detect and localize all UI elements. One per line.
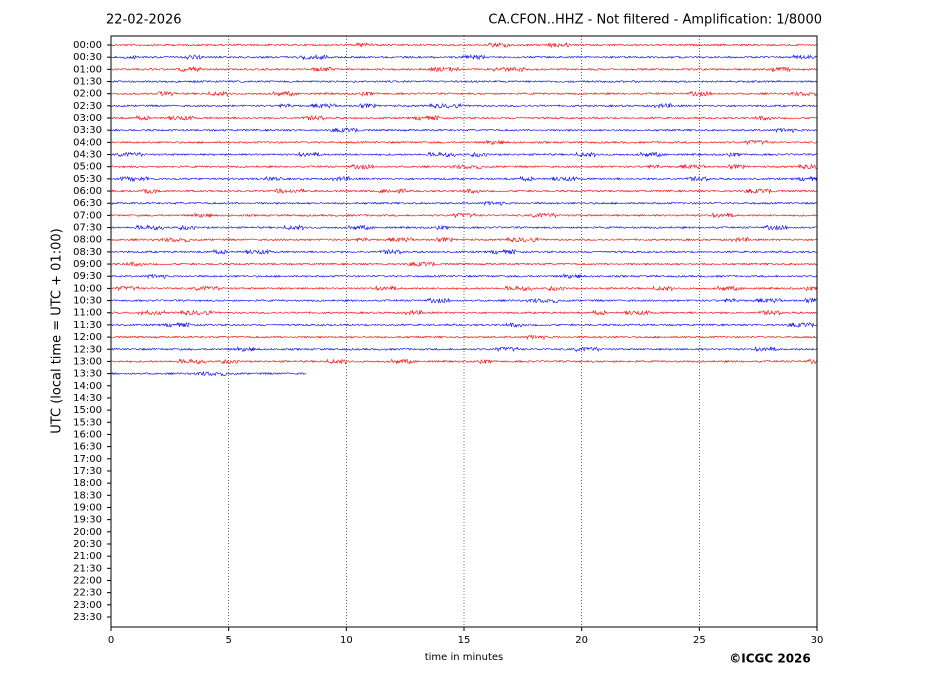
- y-tick-label: 03:00: [73, 113, 102, 124]
- y-tick-label: 19:30: [73, 515, 102, 526]
- y-tick-label: 08:30: [73, 247, 102, 258]
- y-tick-label: 06:30: [73, 198, 102, 209]
- chart-title: CA.CFON..HHZ - Not filtered - Amplificat…: [488, 13, 822, 28]
- x-tick-label: 20: [575, 635, 588, 646]
- y-tick-label: 11:30: [73, 320, 102, 331]
- y-tick-label: 00:00: [73, 40, 102, 51]
- trace: [110, 188, 817, 195]
- y-tick-label: 16:00: [73, 429, 102, 440]
- trace: [110, 127, 817, 134]
- trace: [110, 53, 817, 61]
- y-tick-label: 18:30: [73, 490, 102, 501]
- trace: [110, 151, 817, 158]
- y-tick-label: 03:30: [73, 125, 102, 136]
- trace: [110, 163, 817, 170]
- trace: [110, 41, 817, 48]
- trace: [110, 248, 817, 255]
- y-tick-label: 12:00: [73, 332, 102, 343]
- x-tick-label: 25: [693, 635, 706, 646]
- trace: [110, 297, 817, 304]
- x-axis-label: time in minutes: [425, 652, 504, 663]
- y-tick-label: 01:30: [73, 77, 102, 88]
- trace: [110, 285, 817, 292]
- trace: [110, 224, 817, 231]
- y-tick-label: 12:30: [73, 344, 102, 355]
- trace: [110, 212, 817, 219]
- y-tick-label: 22:30: [73, 588, 102, 599]
- y-tick-label: 14:30: [73, 393, 102, 404]
- trace: [110, 139, 817, 146]
- trace: [110, 371, 307, 377]
- y-tick-label: 21:30: [73, 563, 102, 574]
- y-tick-label: 13:30: [73, 369, 102, 380]
- credit: ©ICGC 2026: [729, 652, 811, 666]
- y-tick-label: 10:00: [73, 283, 102, 294]
- y-tick-label: 08:00: [73, 235, 102, 246]
- trace: [110, 261, 817, 268]
- trace: [110, 321, 817, 329]
- x-tick-label: 30: [811, 635, 824, 646]
- trace: [110, 175, 817, 183]
- y-tick-label: 01:00: [73, 64, 102, 75]
- y-tick-label: 19:00: [73, 502, 102, 513]
- y-tick-label: 20:00: [73, 527, 102, 538]
- date: 22-02-2026: [106, 13, 182, 28]
- trace: [110, 334, 817, 340]
- y-tick-label: 15:30: [73, 417, 102, 428]
- y-tick-label: 13:00: [73, 356, 102, 367]
- trace: [110, 90, 817, 97]
- trace: [110, 79, 817, 84]
- y-tick-label: 23:30: [73, 612, 102, 623]
- y-tick-label: 18:00: [73, 478, 102, 489]
- y-tick-label: 15:00: [73, 405, 102, 416]
- y-tick-label: 07:30: [73, 223, 102, 234]
- x-tick-label: 0: [108, 635, 114, 646]
- trace: [110, 346, 817, 353]
- y-tick-label: 09:30: [73, 271, 102, 282]
- trace: [110, 66, 817, 73]
- y-tick-label: 04:00: [73, 137, 102, 148]
- y-tick-label: 16:30: [73, 442, 102, 453]
- y-tick-label: 11:00: [73, 308, 102, 319]
- trace: [110, 114, 817, 122]
- trace: [110, 200, 817, 207]
- y-tick-label: 04:30: [73, 150, 102, 161]
- y-tick-label: 21:00: [73, 551, 102, 562]
- y-tick-label: 02:00: [73, 89, 102, 100]
- y-tick-label: 05:00: [73, 162, 102, 173]
- x-tick-label: 15: [458, 635, 471, 646]
- y-tick-label: 00:30: [73, 52, 102, 63]
- trace: [110, 236, 817, 243]
- x-tick-label: 10: [340, 635, 353, 646]
- y-tick-label: 06:00: [73, 186, 102, 197]
- y-axis-label: UTC (local time = UTC + 01:00): [50, 228, 65, 433]
- trace: [110, 102, 817, 110]
- y-tick-label: 20:30: [73, 539, 102, 550]
- trace: [110, 358, 817, 365]
- y-tick-label: 22:00: [73, 575, 102, 586]
- y-tick-label: 02:30: [73, 101, 102, 112]
- y-tick-label: 23:00: [73, 600, 102, 611]
- trace: [110, 309, 817, 317]
- y-tick-label: 14:00: [73, 381, 102, 392]
- y-tick-label: 09:00: [73, 259, 102, 270]
- y-tick-label: 05:30: [73, 174, 102, 185]
- y-tick-label: 07:00: [73, 210, 102, 221]
- y-tick-label: 10:30: [73, 296, 102, 307]
- trace: [110, 273, 817, 280]
- y-tick-label: 17:30: [73, 466, 102, 477]
- y-tick-label: 17:00: [73, 454, 102, 465]
- x-tick-label: 5: [225, 635, 231, 646]
